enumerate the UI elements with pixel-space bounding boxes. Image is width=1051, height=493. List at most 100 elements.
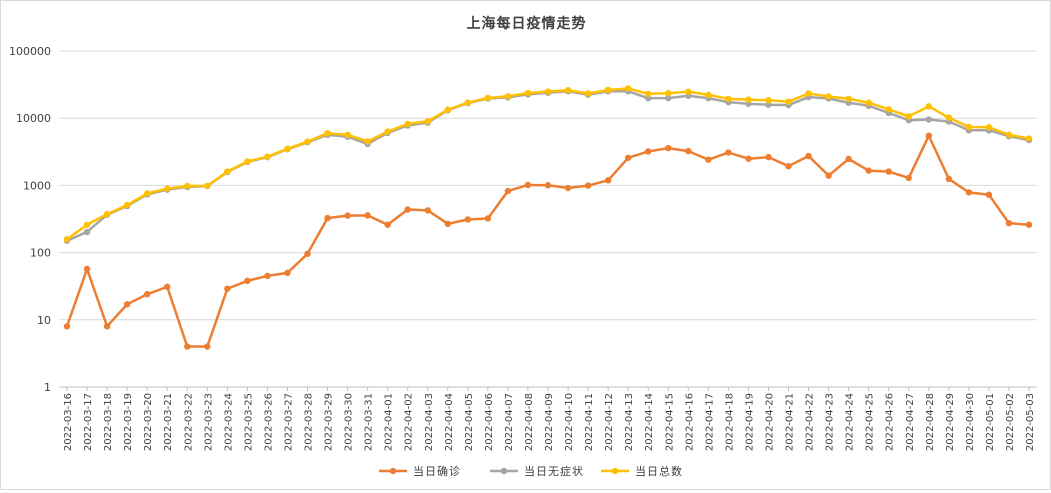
- data-point: [164, 185, 171, 192]
- series-line: [65, 134, 1030, 348]
- data-point: [364, 138, 371, 145]
- x-tick-label: 2022-05-02: [1005, 393, 1016, 451]
- data-point: [765, 101, 772, 108]
- data-point: [965, 123, 973, 131]
- data-point: [364, 212, 371, 219]
- series-line: [66, 90, 1030, 242]
- x-tick-label: 2022-04-27: [905, 393, 916, 451]
- data-point: [544, 88, 552, 95]
- data-point: [224, 285, 231, 292]
- data-point: [304, 138, 311, 145]
- data-point: [805, 90, 812, 97]
- x-tick-label: 2022-04-09: [544, 393, 555, 451]
- x-tick-label: 2022-04-29: [945, 393, 956, 451]
- data-point: [444, 220, 451, 228]
- data-point: [765, 97, 772, 104]
- x-tick-label: 2022-03-23: [203, 393, 214, 451]
- x-tick-label: 2022-04-25: [865, 393, 876, 451]
- x-tick-label: 2022-03-20: [143, 393, 154, 451]
- series-lines: [63, 85, 1033, 350]
- data-point: [805, 152, 812, 160]
- x-tick-label: 2022-03-19: [123, 393, 134, 451]
- data-point: [845, 95, 852, 102]
- legend-label: 当日无症状: [524, 464, 584, 478]
- data-point: [184, 343, 191, 350]
- x-tick-label: 2022-04-21: [785, 393, 796, 451]
- x-tick-label: 2022-04-17: [704, 393, 715, 451]
- x-tick-label: 2022-04-11: [584, 393, 595, 451]
- data-point: [825, 93, 832, 100]
- data-point: [905, 113, 912, 120]
- x-tick-label: 2022-05-01: [985, 393, 996, 451]
- data-point: [865, 99, 872, 106]
- x-tick-label: 2022-04-13: [624, 393, 635, 451]
- data-point: [464, 99, 472, 106]
- data-point: [284, 269, 291, 277]
- data-point: [885, 106, 892, 113]
- legend-marker: [611, 467, 619, 475]
- data-point: [905, 174, 912, 182]
- data-point: [725, 149, 732, 156]
- data-point: [204, 182, 211, 190]
- data-point: [484, 94, 492, 102]
- data-point: [244, 277, 251, 285]
- x-tick-label: 2022-04-18: [724, 393, 735, 451]
- data-point: [705, 156, 712, 163]
- x-tick-label: 2022-04-05: [464, 393, 475, 451]
- data-point: [324, 129, 331, 137]
- data-point: [244, 158, 251, 165]
- data-point: [785, 98, 792, 105]
- legend-label: 当日总数: [635, 464, 683, 478]
- x-tick-label: 2022-05-03: [1025, 393, 1036, 451]
- x-tick-label: 2022-04-01: [384, 393, 395, 451]
- data-point: [604, 86, 612, 94]
- data-point: [184, 182, 191, 190]
- data-point: [624, 85, 632, 92]
- data-point: [464, 216, 472, 223]
- x-tick-label: 2022-04-12: [604, 393, 615, 451]
- data-point: [1005, 131, 1013, 138]
- data-point: [745, 155, 752, 162]
- data-point: [324, 214, 331, 222]
- x-tick-label: 2022-04-24: [845, 393, 856, 451]
- data-point: [344, 131, 351, 139]
- data-point: [404, 206, 411, 213]
- data-point: [945, 114, 953, 121]
- x-tick-label: 2022-04-22: [805, 393, 816, 451]
- data-point: [264, 272, 271, 280]
- x-tick-label: 2022-04-06: [484, 393, 495, 451]
- data-point: [705, 91, 712, 99]
- data-point: [404, 120, 411, 128]
- data-point: [845, 155, 852, 163]
- data-point: [985, 191, 993, 198]
- data-point: [665, 144, 672, 152]
- x-tick-label: 2022-04-08: [524, 393, 535, 451]
- legend-marker: [389, 467, 397, 475]
- y-tick-label: 10: [37, 314, 51, 327]
- data-point: [103, 323, 111, 330]
- x-axis-ticks: 2022-03-16 2022-03-17 2022-03-18 2022-03-19…: [59, 386, 1037, 451]
- data-point: [83, 221, 91, 228]
- x-tick-label: 2022-03-17: [83, 393, 94, 451]
- data-point: [504, 187, 512, 195]
- x-tick-label: 2022-03-24: [223, 393, 234, 451]
- x-tick-label: 2022-04-20: [764, 393, 775, 451]
- legend-item: 当日总数: [601, 464, 683, 478]
- data-point: [1005, 219, 1013, 227]
- data-point: [645, 90, 652, 98]
- data-point: [645, 148, 652, 155]
- data-point: [143, 291, 151, 298]
- data-point: [83, 228, 91, 236]
- data-point: [584, 90, 592, 97]
- legend-label: 当日确诊: [413, 464, 461, 478]
- data-point: [384, 221, 391, 228]
- data-point: [564, 184, 572, 192]
- series-2: [63, 85, 1033, 243]
- data-point: [725, 95, 732, 103]
- data-point: [945, 175, 953, 183]
- x-tick-label: 2022-03-30: [344, 393, 355, 451]
- data-point: [564, 87, 572, 94]
- series-0: [63, 132, 1033, 350]
